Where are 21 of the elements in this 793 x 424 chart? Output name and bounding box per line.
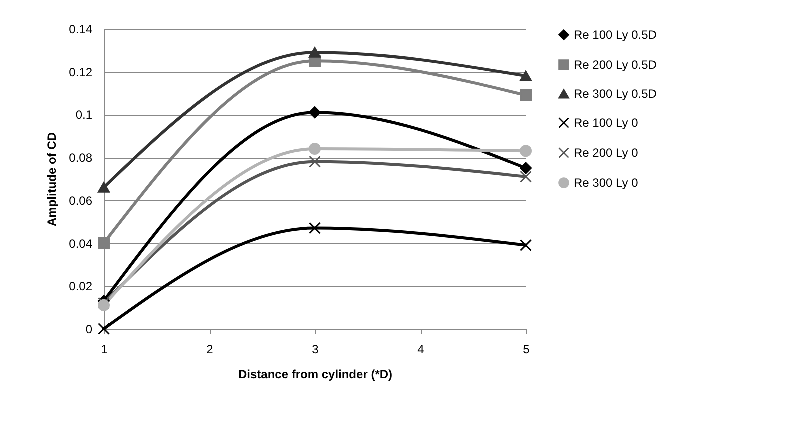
y-tick-label: 0.04 (69, 236, 93, 251)
legend-label: Re 300 Ly 0 (574, 176, 639, 190)
y-axis-title: Amplitude of CD (45, 132, 60, 226)
legend-label: Re 300 Ly 0.5D (574, 87, 658, 101)
x-tick-label: 3 (312, 342, 320, 356)
y-tick-label: 0.14 (69, 22, 93, 36)
y-tick-label: 0.02 (69, 280, 93, 294)
legend-label: Re 100 Ly 0 (574, 116, 639, 130)
y-tick-label: 0 (86, 322, 93, 336)
legend-label: Re 200 Ly 0.5D (574, 58, 658, 72)
legend-label: Re 100 Ly 0.5D (574, 28, 658, 42)
legend-label: Re 200 Ly 0 (574, 146, 639, 160)
x-tick-label: 2 (206, 342, 214, 356)
y-tick-label: 0.12 (69, 65, 93, 80)
x-axis-title: Distance from cylinder (*D) (238, 368, 393, 382)
x-tick-label: 5 (523, 342, 530, 356)
x-tick-label: 4 (418, 342, 425, 356)
x-tick-label: 1 (101, 342, 108, 356)
y-tick-label: 0.08 (69, 151, 93, 166)
y-tick-label: 0.06 (69, 194, 93, 208)
y-tick-label: 0.1 (76, 108, 93, 122)
